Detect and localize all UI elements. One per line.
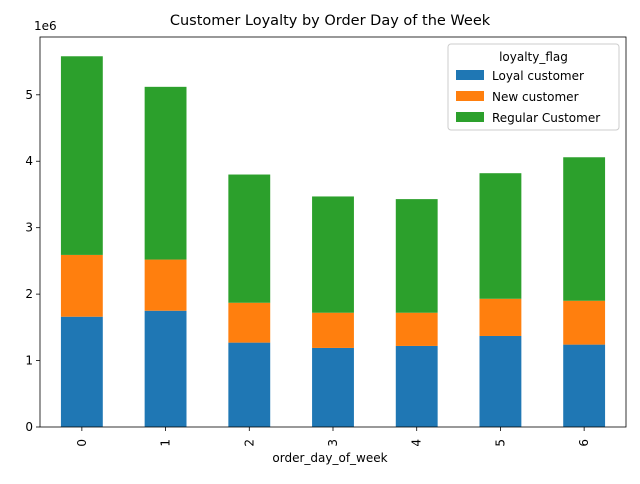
y-scale-label: 1e6 [34,19,57,33]
bar-new-customer-2 [228,302,271,343]
bar-regular-customer-0 [60,56,103,255]
x-tick-label: 3 [326,439,340,447]
bar-regular-customer-4 [395,199,438,313]
legend-title: loyalty_flag [499,50,568,64]
x-tick-label: 1 [159,439,173,447]
x-tick-label: 5 [493,439,507,447]
legend-swatch [456,112,484,122]
bar-new-customer-0 [60,254,103,317]
x-axis-label: order_day_of_week [272,451,387,465]
legend-swatch [456,70,484,80]
x-tick-label: 2 [242,439,256,447]
bar-new-customer-4 [395,312,438,346]
bar-new-customer-6 [563,300,606,345]
x-tick-label: 0 [75,439,89,447]
y-tick-label: 4 [25,154,33,168]
bar-loyal-customer-5 [479,335,522,427]
bar-regular-customer-3 [312,196,354,313]
legend: loyalty_flag Loyal customer New customer Re… [447,43,620,131]
legend-entry-label: Loyal customer [492,69,584,83]
axes-layer: 0 1 2 3 4 5 0 1 2 3 4 5 6 [25,36,627,447]
bars-layer [60,56,606,427]
bar-loyal-customer-0 [60,316,103,427]
y-tick-label: 0 [25,420,33,434]
y-tick-label: 1 [25,354,33,368]
bar-regular-customer-1 [144,86,187,260]
legend-box [447,43,620,131]
bar-regular-customer-6 [563,157,606,301]
y-tick-label: 3 [25,221,33,235]
bar-new-customer-5 [479,298,522,336]
bar-loyal-customer-1 [144,310,187,427]
legend-swatch [456,91,484,101]
bar-new-customer-1 [144,259,187,311]
y-tick-label: 2 [25,287,33,301]
bar-loyal-customer-2 [228,342,271,427]
bar-new-customer-3 [312,312,354,348]
legend-entry-label: New customer [492,90,579,104]
bar-loyal-customer-4 [395,345,438,427]
legend-entry-label: Regular Customer [492,111,600,125]
chart-title: Customer Loyalty by Order Day of the Wee… [170,13,491,29]
bar-loyal-customer-6 [563,344,606,427]
y-tick-label: 5 [25,88,33,102]
bar-loyal-customer-3 [312,347,354,427]
bar-regular-customer-2 [228,174,271,303]
x-tick-label: 6 [577,439,591,447]
bar-regular-customer-5 [479,173,522,299]
x-tick-label: 4 [410,439,424,447]
